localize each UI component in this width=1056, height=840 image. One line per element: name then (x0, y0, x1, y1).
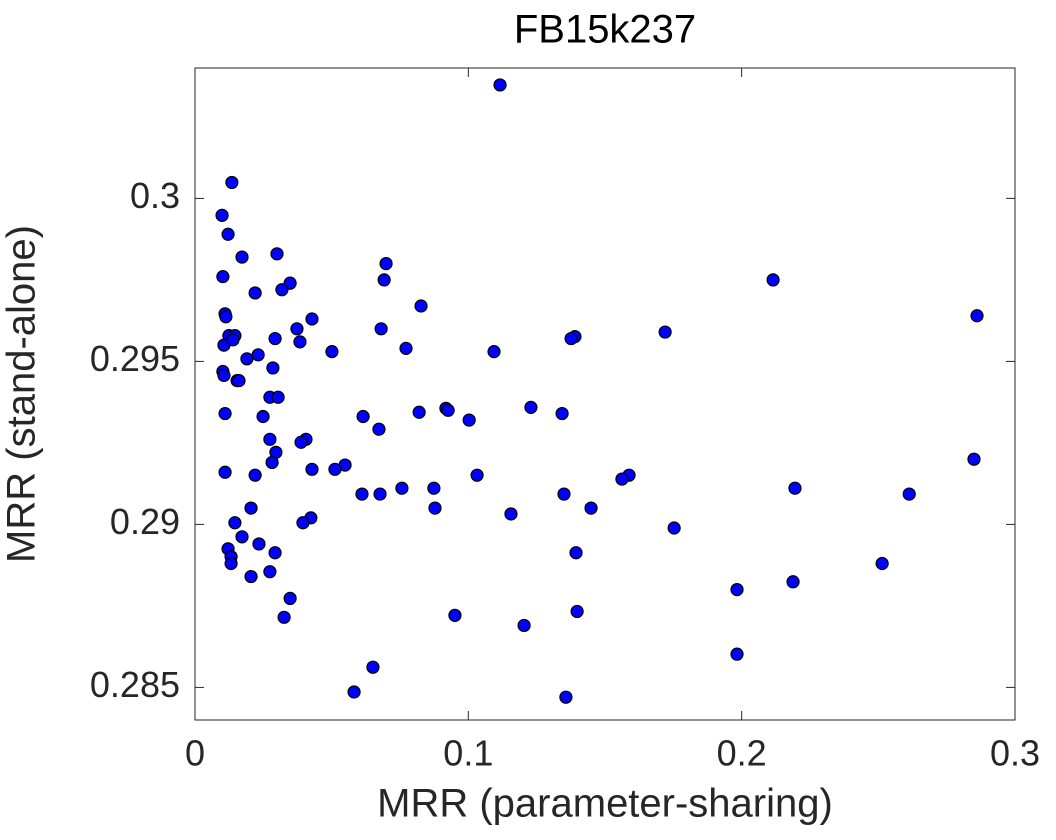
scatter-point (427, 481, 441, 495)
y-tick-label: 0.295 (90, 338, 180, 379)
scatter-point (377, 273, 391, 287)
scatter-point (268, 546, 282, 560)
scatter-point (967, 452, 981, 466)
scatter-point (379, 257, 393, 271)
scatter-point (564, 331, 578, 346)
scatter-point (428, 501, 442, 515)
scatter-point (252, 537, 266, 551)
scatter-point (517, 618, 531, 633)
x-tick-label: 0.2 (717, 733, 767, 774)
scatter-point (226, 333, 240, 347)
scatter-point (228, 516, 242, 530)
scatter-point (225, 175, 239, 190)
y-tick-label: 0.29 (110, 501, 180, 542)
scatter-point (325, 345, 339, 359)
scatter-point (271, 390, 285, 404)
scatter-point (248, 468, 262, 482)
scatter-point (216, 270, 230, 284)
scatter-point (268, 331, 282, 346)
scatter-point (373, 487, 387, 501)
scatter-point (277, 610, 291, 624)
chart-title: FB15k237 (514, 8, 696, 52)
scatter-point (235, 530, 249, 544)
scatter-point (462, 413, 476, 427)
scatter-point (448, 608, 462, 622)
scatter-point (305, 462, 319, 476)
scatter-point (730, 582, 744, 597)
scatter-point (251, 348, 265, 362)
scatter-point (524, 400, 538, 414)
scatter-point (493, 78, 507, 92)
scatter-point (263, 432, 277, 446)
scatter-point (667, 521, 681, 535)
scatter-point (293, 335, 307, 349)
scatter-point (786, 575, 800, 589)
scatter-point (366, 660, 380, 674)
scatter-point (766, 273, 780, 287)
y-axis-label: MRR (stand-alone) (0, 225, 44, 563)
scatter-point (221, 227, 235, 241)
scatter-point (615, 472, 629, 486)
scatter-point (266, 361, 280, 375)
scatter-point (270, 247, 284, 261)
scatter-point (224, 556, 238, 571)
scatter-point (374, 322, 388, 336)
y-tick-label: 0.3 (130, 175, 180, 216)
x-tick-label: 0.1 (443, 733, 493, 774)
scatter-point (235, 250, 249, 264)
scatter-point (248, 286, 262, 300)
x-axis-label: MRR (parameter-sharing) (377, 782, 833, 826)
scatter-point (263, 565, 277, 579)
scatter-point (244, 501, 258, 515)
scatter-point (487, 345, 501, 359)
scatter-point (218, 465, 232, 479)
scatter-point (294, 435, 308, 449)
scatter-point (970, 309, 984, 323)
scatter-point (441, 403, 455, 417)
scatter-point (584, 501, 598, 515)
scatter-point (559, 690, 573, 704)
scatter-point (283, 591, 297, 606)
scatter-point (412, 405, 426, 419)
scatter-point (240, 352, 254, 366)
scatter-point (730, 647, 744, 661)
scatter-point (218, 406, 232, 421)
y-tick-label: 0.285 (90, 664, 180, 705)
scatter-point (504, 507, 518, 521)
scatter-point (372, 422, 386, 436)
scatter-point (217, 368, 231, 383)
scatter-point (470, 468, 484, 482)
scatter-point (232, 374, 246, 388)
scatter-point (305, 312, 319, 326)
scatter-point (219, 310, 233, 324)
scatter-point (658, 325, 672, 339)
scatter-point (356, 409, 370, 424)
scatter-point (275, 283, 289, 297)
scatter-point (328, 462, 342, 476)
x-tick-label: 0.3 (990, 733, 1040, 774)
scatter-point (875, 556, 889, 571)
scatter-point (355, 487, 369, 501)
scatter-point (296, 516, 310, 530)
scatter-point (414, 299, 428, 313)
scatter-point (290, 322, 304, 336)
scatter-point (902, 487, 916, 501)
scatter-point (215, 208, 229, 222)
x-tick-label: 0 (185, 733, 205, 774)
scatter-point (788, 481, 802, 495)
scatter-point (570, 604, 584, 619)
plot-frame (194, 67, 1016, 721)
scatter-point (395, 481, 409, 495)
scatter-point (399, 341, 413, 355)
scatter-point (557, 487, 571, 501)
scatter-point (555, 406, 569, 421)
scatter-point (244, 569, 258, 584)
scatter-point (256, 409, 270, 424)
scatter-point (265, 455, 279, 470)
scatter-point (569, 546, 583, 560)
scatter-point (347, 685, 361, 699)
